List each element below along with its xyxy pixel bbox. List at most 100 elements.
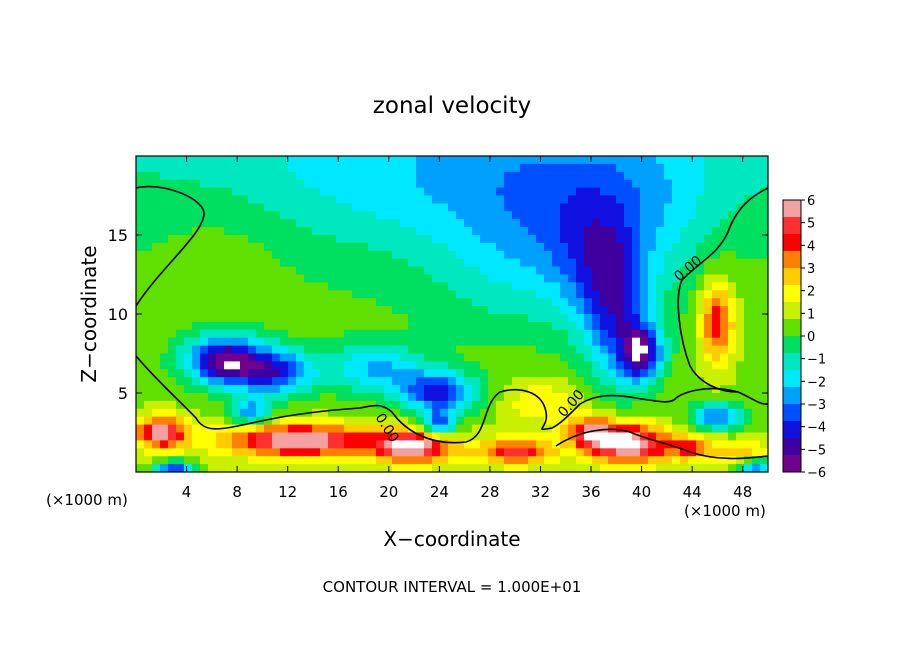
heatmap-cell xyxy=(288,282,297,291)
heatmap-cell xyxy=(384,258,393,268)
heatmap-cell xyxy=(240,377,249,386)
heatmap-cell xyxy=(480,345,489,355)
heatmap-cell xyxy=(600,377,609,386)
heatmap-cell xyxy=(184,314,193,323)
heatmap-cell xyxy=(192,369,201,378)
heatmap-cell xyxy=(736,227,745,236)
heatmap-cell xyxy=(328,456,337,465)
heatmap-cell xyxy=(480,329,489,339)
heatmap-cell xyxy=(312,456,321,465)
heatmap-cell xyxy=(600,242,609,252)
heatmap-cell xyxy=(240,464,249,472)
heatmap-cell xyxy=(328,440,337,449)
heatmap-cell xyxy=(760,408,768,418)
heatmap-cell xyxy=(520,377,529,386)
heatmap-cell xyxy=(488,227,497,236)
heatmap-cell xyxy=(752,298,761,307)
heatmap-cell xyxy=(576,416,585,426)
heatmap-cell xyxy=(464,250,473,260)
heatmap-cell xyxy=(312,274,321,283)
heatmap-cell xyxy=(672,203,681,212)
heatmap-cell xyxy=(256,195,265,204)
heatmap-cell xyxy=(208,353,217,362)
heatmap-cell xyxy=(720,195,729,204)
heatmap-cell xyxy=(160,393,169,402)
heatmap-cell xyxy=(400,227,409,236)
heatmap-cell xyxy=(152,353,161,362)
heatmap-cell xyxy=(400,400,409,410)
heatmap-cell xyxy=(248,440,257,449)
heatmap-cell xyxy=(344,290,353,299)
colorbar-swatch xyxy=(783,370,801,388)
heatmap-cell xyxy=(560,227,569,236)
heatmap-cell xyxy=(384,400,393,410)
heatmap-cell xyxy=(688,416,697,426)
heatmap-cell xyxy=(216,369,225,378)
heatmap-cell xyxy=(552,321,561,331)
heatmap-cell xyxy=(568,400,577,410)
heatmap-cell xyxy=(480,424,489,434)
heatmap-cell xyxy=(248,361,257,370)
heatmap-cell xyxy=(672,345,681,355)
heatmap-cell xyxy=(664,361,673,370)
heatmap-cell xyxy=(168,400,177,410)
heatmap-cell xyxy=(736,163,745,173)
heatmap-cell xyxy=(672,219,681,228)
heatmap-cell xyxy=(440,298,449,307)
heatmap-cell xyxy=(480,203,489,212)
heatmap-cell xyxy=(496,448,505,457)
heatmap-cell xyxy=(328,424,337,434)
heatmap-cell xyxy=(168,235,177,244)
heatmap-cell xyxy=(568,408,577,418)
heatmap-cell xyxy=(672,400,681,410)
heatmap-cell xyxy=(560,306,569,315)
heatmap-cell xyxy=(736,432,745,441)
heatmap-cell xyxy=(448,219,457,228)
heatmap-cell xyxy=(368,203,377,212)
heatmap-cell xyxy=(512,314,521,323)
heatmap-cell xyxy=(720,156,729,165)
heatmap-cell xyxy=(256,464,265,472)
heatmap-cell xyxy=(568,456,577,465)
heatmap-cell xyxy=(160,274,169,283)
heatmap-cell xyxy=(488,432,497,441)
heatmap-cell xyxy=(704,456,713,465)
heatmap-cell xyxy=(432,203,441,212)
heatmap-cell xyxy=(408,203,417,212)
heatmap-cell xyxy=(528,377,537,386)
heatmap-cell xyxy=(168,187,177,197)
heatmap-cell xyxy=(512,242,521,252)
heatmap-cell xyxy=(288,456,297,465)
heatmap-cell xyxy=(224,321,233,331)
heatmap-cell xyxy=(304,314,313,323)
heatmap-cell xyxy=(456,400,465,410)
heatmap-cell xyxy=(648,353,657,362)
heatmap-cell xyxy=(408,369,417,378)
heatmap-cell xyxy=(512,163,521,173)
heatmap-cell xyxy=(392,298,401,307)
heatmap-cell xyxy=(216,329,225,339)
heatmap-cell xyxy=(296,369,305,378)
heatmap-cell xyxy=(232,369,241,378)
heatmap-cell xyxy=(672,408,681,418)
heatmap-cell xyxy=(328,211,337,220)
heatmap-cell xyxy=(608,385,617,394)
heatmap-cell xyxy=(608,219,617,228)
heatmap-cell xyxy=(696,416,705,426)
heatmap-cell xyxy=(576,187,585,197)
heatmap-cell xyxy=(744,314,753,323)
heatmap-cell xyxy=(224,314,233,323)
heatmap-cell xyxy=(424,163,433,173)
heatmap-cell xyxy=(736,235,745,244)
heatmap-cell xyxy=(584,266,593,276)
heatmap-cell xyxy=(664,290,673,299)
heatmap-cell xyxy=(720,258,729,268)
heatmap-cell xyxy=(552,377,561,386)
heatmap-cell xyxy=(512,227,521,236)
heatmap-cell xyxy=(200,393,209,402)
heatmap-cell xyxy=(232,385,241,394)
heatmap-cell xyxy=(344,314,353,323)
heatmap-cell xyxy=(656,219,665,228)
heatmap-cell xyxy=(344,424,353,434)
heatmap-cell xyxy=(184,408,193,418)
